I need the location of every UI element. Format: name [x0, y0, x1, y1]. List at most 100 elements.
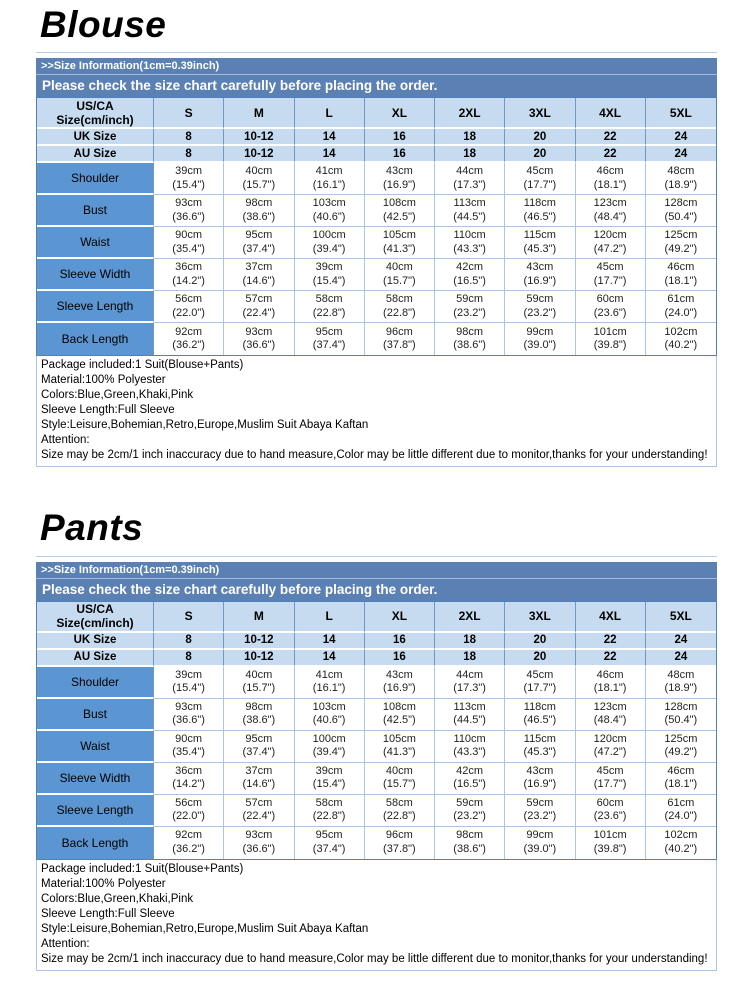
value-inch: (22.8") [312, 810, 346, 822]
measurement-value-cell: 59cm (23.2") [505, 291, 576, 324]
au-size-value: 8 [154, 649, 225, 667]
usca-label-line1: US/CA [76, 602, 114, 616]
value-cm: 95cm [245, 732, 273, 745]
value-cm: 43cm [385, 668, 413, 681]
size-chart: >>Size Information(1cm=0.39inch) Please … [36, 555, 717, 971]
uk-size-value: 14 [294, 632, 365, 650]
value-cm: 58cm [315, 796, 343, 809]
value-inch: (39.4") [312, 242, 346, 255]
au-size-value: 16 [364, 146, 435, 164]
value-cm: 128cm [664, 197, 698, 210]
size-column-header: 5XL [645, 601, 716, 633]
value-inch: (50.4") [664, 210, 698, 223]
au-size-label: AU Size [37, 649, 154, 667]
measurement-value-cell: 93cm (36.6") [224, 323, 295, 356]
measurement-value-cell: 58cm (22.8") [364, 291, 435, 324]
size-column-header: L [294, 98, 365, 130]
value-inch: (35.4") [172, 746, 205, 758]
measurement-value-cell: 93cm (36.6") [224, 826, 295, 859]
value-cm: 61cm [667, 796, 695, 809]
measurement-value-cell: 110cm (43.3") [435, 730, 506, 763]
note-line: Colors:Blue,Green,Khaki,Pink [41, 389, 194, 402]
value-inch: (35.4") [172, 242, 205, 255]
uk-size-row: UK Size 8 10-12 14 16 18 20 22 24 [37, 129, 716, 147]
value-cm: 95cm [245, 229, 273, 242]
measurement-value-cell: 105cm (41.3") [364, 730, 435, 763]
au-size-value: 24 [645, 146, 716, 164]
uk-size-value: 22 [575, 632, 646, 650]
note-line: Sleeve Length:Full Sleeve [41, 907, 175, 920]
value-cm: 58cm [385, 796, 413, 809]
measurement-value-cell: 96cm (37.8") [364, 826, 435, 859]
measurement-value-cell: 60cm (23.6") [575, 794, 646, 827]
measurement-value-cell: 108cm (42.5") [364, 698, 435, 731]
note-line: Size may be 2cm/1 inch inaccuracy due to… [41, 952, 708, 965]
value-inch: (15.4") [172, 682, 205, 694]
measurement-row: Back Length 92cm (36.2") 93cm (36.6") 95cm (37… [37, 323, 716, 356]
value-inch: (47.2") [593, 242, 627, 255]
measurement-value-cell: 99cm (39.0") [505, 826, 576, 859]
measurement-label: Shoulder [37, 163, 154, 196]
value-inch: (15.7") [242, 178, 276, 191]
value-cm: 115cm [523, 229, 556, 242]
value-inch: (17.7") [523, 178, 557, 191]
measurement-value-cell: 43cm (16.9") [364, 666, 435, 699]
value-inch: (15.7") [383, 274, 416, 287]
value-cm: 92cm [175, 829, 203, 841]
note-line: Package included:1 Suit(Blouse+Pants) [41, 359, 244, 372]
value-cm: 44cm [456, 668, 484, 681]
value-inch: (16.5") [453, 778, 486, 790]
value-cm: 41cm [315, 668, 343, 681]
usca-label-line1: US/CA [76, 98, 114, 113]
product-notes: Package included:1 Suit(Blouse+Pants) Mat… [36, 356, 717, 468]
uk-size-value: 10-12 [224, 632, 295, 650]
measurement-value-cell: 43cm (16.9") [364, 163, 435, 196]
size-column-header: S [154, 601, 225, 633]
uk-size-value: 8 [154, 129, 225, 147]
value-inch: (17.3") [453, 682, 486, 694]
value-inch: (43.3") [453, 746, 486, 758]
value-inch: (14.2") [172, 274, 205, 287]
au-size-value: 10-12 [224, 649, 295, 667]
value-inch: (49.2") [664, 242, 698, 255]
uscа-size-header-cell: US/CA Size(cm/inch) [37, 601, 154, 633]
measurement-value-cell: 58cm (22.8") [294, 291, 365, 324]
value-inch: (39.4") [312, 746, 346, 758]
value-cm: 110cm [453, 229, 486, 242]
value-cm: 102cm [664, 325, 698, 338]
value-cm: 46cm [596, 668, 624, 681]
measurement-value-cell: 120cm (47.2") [575, 227, 646, 260]
value-cm: 123cm [593, 700, 627, 713]
value-cm: 100cm [312, 229, 346, 242]
value-cm: 45cm [526, 165, 554, 178]
measurement-label: Bust [37, 698, 154, 731]
measurement-value-cell: 125cm (49.2") [645, 730, 716, 763]
measurement-value-cell: 57cm (22.4") [224, 794, 295, 827]
value-cm: 36cm [175, 764, 203, 777]
value-inch: (22.4") [242, 810, 276, 822]
value-cm: 93cm [245, 829, 273, 841]
measurement-value-cell: 37cm (14.6") [224, 259, 295, 292]
check-notice-text: Please check the size chart carefully be… [42, 581, 438, 597]
measurement-value-cell: 101cm (39.8") [575, 826, 646, 859]
table-header-row: US/CA Size(cm/inch) S M L XL 2XL 3XL 4XL 5XL [37, 601, 716, 633]
value-inch: (45.3") [523, 746, 557, 758]
measurement-value-cell: 93cm (36.6") [154, 195, 225, 228]
measurement-value-cell: 48cm (18.9") [645, 666, 716, 699]
value-inch: (38.6") [242, 714, 276, 726]
uk-size-label: UK Size [37, 129, 154, 147]
size-info-text: >>Size Information(1cm=0.39inch) [41, 60, 220, 73]
uk-size-value: 16 [364, 129, 435, 147]
value-cm: 59cm [526, 796, 554, 809]
measurement-row: Bust 93cm (36.6") 98cm (38.6") 103cm (40.6") 10… [37, 698, 716, 731]
measurement-label: Sleeve Length [37, 291, 154, 324]
value-cm: 39cm [175, 668, 203, 681]
value-cm: 36cm [175, 261, 203, 274]
value-cm: 110cm [453, 732, 486, 745]
value-inch: (42.5") [383, 210, 416, 223]
measurement-label: Back Length [37, 826, 154, 859]
measurement-value-cell: 48cm (18.9") [645, 163, 716, 196]
value-cm: 115cm [523, 732, 556, 745]
au-size-value: 20 [505, 649, 576, 667]
measurement-label: Waist [37, 730, 154, 763]
